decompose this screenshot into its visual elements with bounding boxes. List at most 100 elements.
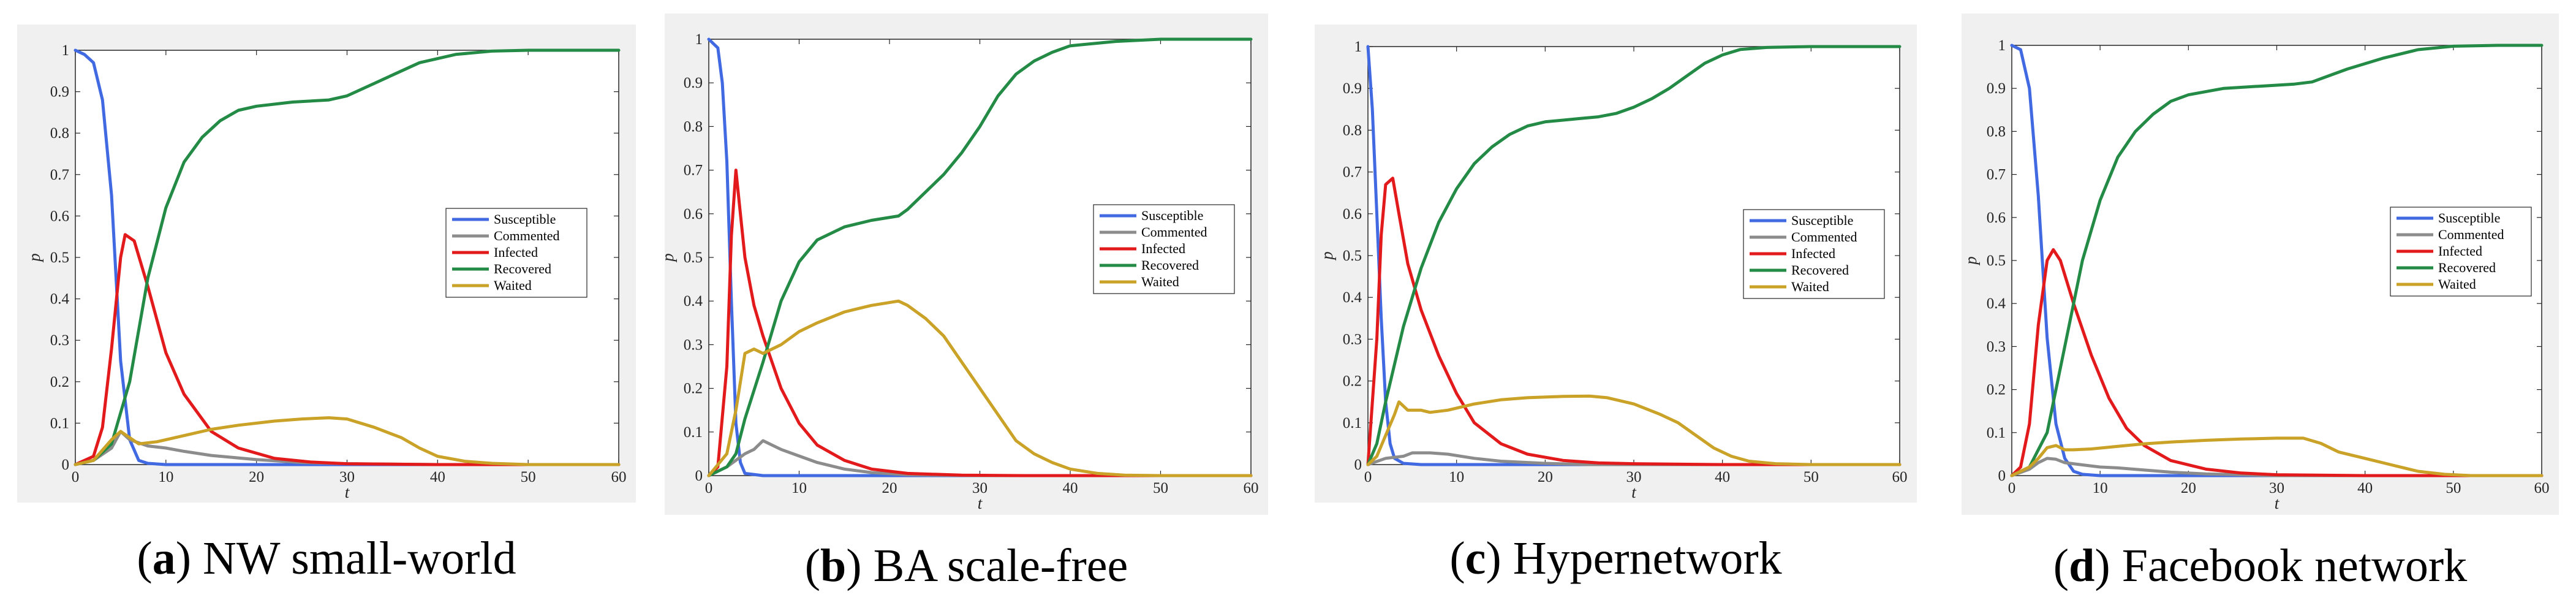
caption-b: (b) BA scale-free [804, 540, 1128, 591]
legend-label: Infected [2438, 243, 2482, 259]
y-tick-label: 0.7 [684, 162, 703, 179]
legend-label: Infected [494, 245, 538, 260]
y-tick-label: 0 [62, 457, 70, 473]
x-axis-label: t [978, 494, 983, 512]
x-tick-label: 0 [72, 469, 80, 485]
y-tick-label: 0.7 [1343, 164, 1362, 181]
legend-label: Susceptible [1141, 208, 1203, 223]
y-axis-label: p [1318, 251, 1336, 261]
y-tick-label: 0.5 [50, 249, 69, 266]
y-tick-label: 0.5 [684, 249, 703, 266]
x-tick-label: 30 [2269, 480, 2284, 496]
y-tick-label: 0.3 [1987, 338, 2006, 355]
series-line-infected [2010, 248, 2544, 477]
legend-label: Recovered [1141, 257, 1199, 273]
series-line-susceptible [707, 37, 1253, 477]
x-tick-label: 20 [249, 469, 264, 485]
legend-label: Waited [494, 278, 532, 293]
x-tick-label: 40 [2357, 480, 2373, 496]
x-tick-label: 10 [791, 480, 807, 496]
y-tick-label: 0.3 [684, 336, 703, 353]
x-tick-label: 30 [339, 469, 355, 485]
series-line-commented [2010, 457, 2544, 477]
x-tick-label: 50 [521, 469, 536, 485]
legend-label: Waited [2438, 276, 2476, 292]
chart-a: 0 10 20 30 40 50 60 0 0.1 0.2 0.3 0.4 0.5 0.6 0.7 0.8 0.… [17, 25, 636, 503]
x-axis-label: t [2275, 494, 2280, 512]
x-tick-label: 30 [972, 480, 988, 496]
y-tick-label: 0.8 [50, 125, 69, 142]
legend-label: Commented [1141, 224, 1207, 240]
chart-panel-c: 0 10 20 30 40 50 60 0 0.1 0.2 0.3 0.4 0.5 0.6 0.7 0.8 0.… [1315, 25, 1917, 584]
legend-label: Infected [1141, 241, 1185, 256]
caption-text: NW small-world [191, 533, 516, 584]
series-line-waited [2010, 436, 2544, 477]
series-line-waited [1366, 394, 1902, 466]
y-tick-label: 0 [695, 468, 703, 484]
x-tick-label: 0 [1364, 469, 1372, 485]
series-line-infected [74, 233, 621, 466]
caption-letter: a [152, 533, 176, 584]
legend-label: Susceptible [494, 211, 556, 227]
legend-label: Susceptible [1791, 213, 1853, 228]
y-tick-label: 0.7 [50, 167, 69, 183]
caption-text: Facebook network [2110, 540, 2468, 591]
legend-label: Susceptible [2438, 210, 2500, 226]
chart-panel-a: 0 10 20 30 40 50 60 0 0.1 0.2 0.3 0.4 0.5 0.6 0.7 0.8 0.… [17, 25, 636, 584]
series-line-recovered [1366, 45, 1902, 466]
legend-label: Recovered [494, 261, 551, 276]
y-tick-label: 0 [1998, 468, 2006, 484]
x-tick-label: 30 [1626, 469, 1642, 485]
y-tick-label: 0 [1354, 457, 1362, 473]
y-tick-label: 0.6 [1343, 206, 1362, 222]
y-tick-label: 0.6 [50, 208, 69, 224]
y-tick-label: 0.5 [1987, 253, 2006, 269]
legend-label: Commented [494, 228, 560, 243]
series-line-commented [1366, 451, 1902, 466]
caption-text: BA scale-free [861, 540, 1128, 591]
series-line-recovered [74, 48, 621, 466]
caption-c: (c) Hypernetwork [1449, 533, 1782, 584]
x-tick-label: 50 [1804, 469, 1819, 485]
x-tick-label: 10 [158, 469, 173, 485]
series-line-infected [1366, 177, 1902, 466]
y-tick-label: 0.2 [684, 381, 703, 397]
x-tick-label: 60 [1892, 469, 1908, 485]
y-tick-label: 1 [1354, 39, 1362, 55]
x-tick-label: 50 [2446, 480, 2461, 496]
x-tick-label: 10 [1449, 469, 1464, 485]
chart-b: 0 10 20 30 40 50 60 0 0.1 0.2 0.3 0.4 0.5 0.6 0.7 0.8 0.… [665, 13, 1268, 515]
series-line-waited [74, 416, 621, 466]
legend-label: Commented [2438, 227, 2504, 242]
caption-letter: c [1465, 533, 1486, 584]
y-tick-label: 0.8 [1987, 123, 2006, 140]
x-tick-label: 40 [1063, 480, 1078, 496]
y-tick-label: 0.7 [1987, 167, 2006, 183]
series-line-waited [707, 299, 1253, 477]
y-tick-label: 0.9 [1987, 80, 2006, 97]
legend-label: Waited [1791, 279, 1829, 294]
y-tick-label: 0.8 [1343, 122, 1362, 139]
y-tick-label: 0.9 [50, 84, 69, 101]
series-line-recovered [707, 37, 1253, 477]
y-tick-label: 0.4 [50, 291, 70, 308]
x-tick-label: 0 [2008, 480, 2016, 496]
x-axis-label: t [345, 483, 350, 501]
x-tick-label: 20 [882, 480, 897, 496]
series-line-susceptible [1366, 45, 1902, 466]
x-tick-label: 20 [1538, 469, 1553, 485]
y-tick-label: 0.9 [684, 75, 703, 91]
legend-label: Infected [1791, 246, 1835, 261]
chart-panel-b: 0 10 20 30 40 50 60 0 0.1 0.2 0.3 0.4 0.5 0.6 0.7 0.8 0.… [665, 13, 1268, 591]
y-tick-label: 1 [62, 42, 70, 59]
y-tick-label: 0.1 [1987, 425, 2006, 441]
y-axis-label: p [665, 253, 677, 263]
caption-letter: d [2069, 540, 2095, 591]
x-tick-label: 60 [611, 469, 627, 485]
caption-d: (d) Facebook network [2053, 540, 2468, 591]
y-tick-label: 1 [1998, 37, 2006, 54]
y-tick-label: 0.6 [684, 206, 703, 222]
x-tick-label: 60 [2534, 480, 2550, 496]
y-tick-label: 0.9 [1343, 80, 1362, 97]
x-tick-label: 50 [1153, 480, 1168, 496]
